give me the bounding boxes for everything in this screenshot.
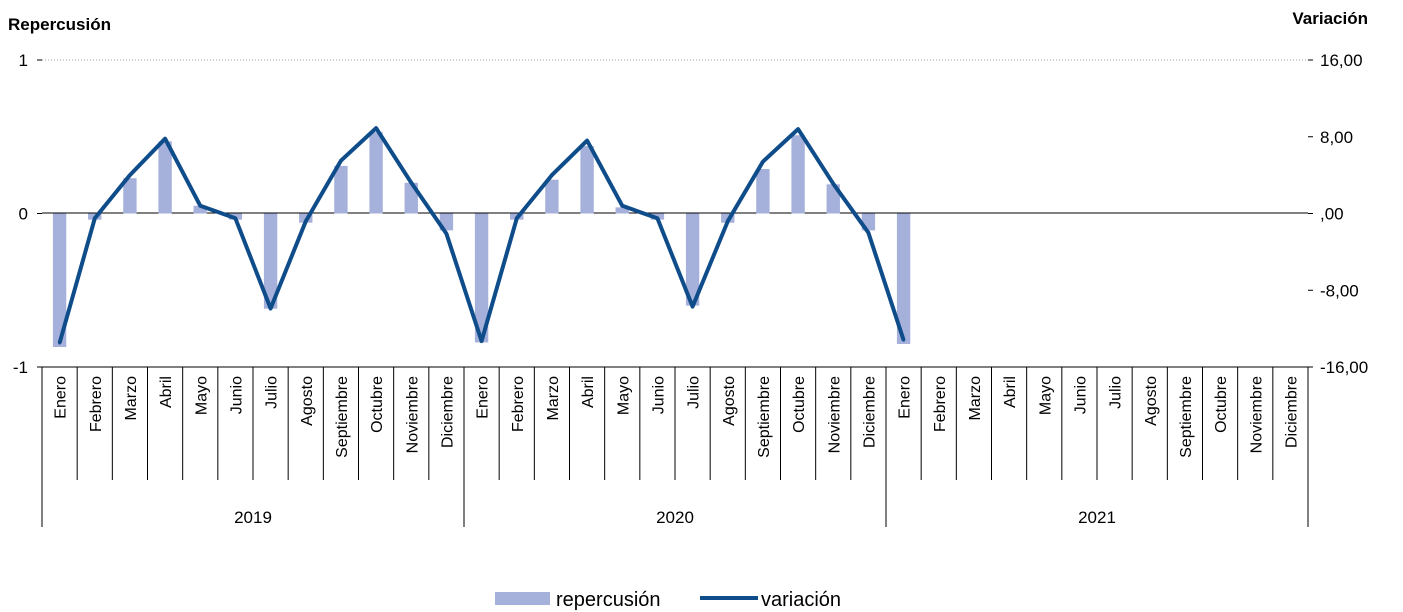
month-label: Abril [580,376,597,408]
legend-bar-swatch [495,592,550,605]
variacion-point [831,182,835,186]
month-label: Julio [686,376,703,409]
variacion-point [198,204,202,208]
variacion-point [409,181,413,185]
repercusion-bar [263,213,278,309]
month-label: Abril [158,376,175,408]
month-label: Noviembre [404,376,421,453]
repercusion-bar [123,178,137,214]
variacion-point [480,339,484,343]
left-axis-ticks: 1 0 -1 [13,51,42,377]
month-label: Agosto [299,376,316,426]
variacion-point [128,173,132,177]
variacion-point [374,126,378,130]
year-label: 2021 [1078,508,1116,527]
repercusion-bar [193,205,207,214]
variacion-point [655,216,659,220]
right-tick-label: 8,00 [1320,128,1353,147]
variacion-point [269,306,273,310]
variacion-point [726,219,730,223]
month-label: Agosto [721,376,738,426]
month-label: Noviembre [826,376,843,453]
legend-line-label: variación [761,589,841,611]
variacion-point [304,219,308,223]
right-axis-ticks: 16,00 8,00 ,00 -8,00 -16,00 [1308,51,1368,377]
repercusion-bar [334,165,348,214]
variacion-point [233,216,237,220]
variacion-point [339,159,343,163]
repercusion-bar [474,213,489,343]
month-label: Abril [1002,376,1019,408]
month-label: Febrero [88,376,105,432]
month-label: Febrero [932,376,949,432]
year-label: 2020 [656,508,694,527]
left-tick-label: 0 [19,205,28,224]
month-label: Noviembre [1248,376,1265,453]
year-label: 2019 [234,508,272,527]
variacion-point [585,139,589,143]
repercusion-bar [756,168,770,214]
month-label: Septiembre [1178,376,1195,458]
month-label: Febrero [510,376,527,432]
month-label: Junio [1072,376,1089,414]
month-label: Diciembre [1283,376,1300,448]
month-label: Diciembre [439,376,456,448]
month-label: Septiembre [756,376,773,458]
month-label: Junio [228,376,245,414]
month-label: Mayo [193,376,210,415]
month-label: Octubre [1213,376,1230,433]
month-label: Diciembre [861,376,878,448]
month-label: Agosto [1143,376,1160,426]
repercusion-bar [685,213,700,306]
repercusion-bar [545,179,559,214]
variacion-point [902,338,906,342]
right-tick-label: ,00 [1320,205,1344,224]
variacion-point [866,231,870,235]
left-axis-title: Repercusión [8,15,111,34]
variacion-point [163,137,167,141]
legend-bar-label: repercusión [556,589,661,611]
right-tick-label: -8,00 [1320,281,1359,300]
variacion-point [93,216,97,220]
month-label: Septiembre [334,376,351,458]
month-label: Marzo [123,376,140,421]
right-tick-label: 16,00 [1320,51,1363,70]
right-axis-title: Variación [1292,9,1368,28]
right-tick-label: -16,00 [1320,358,1368,377]
variacion-point [444,232,448,236]
repercusion-bar [615,207,629,214]
left-tick-label: 1 [19,51,28,70]
variacion-point [796,127,800,131]
month-label: Julio [264,376,281,409]
month-label: Enero [53,376,70,419]
month-label: Enero [897,376,914,419]
bar-series [52,132,911,348]
repercusion-bar [791,135,805,214]
repercusion-bar [158,141,172,214]
variacion-point [691,305,695,309]
repercusion-bar [369,132,383,214]
repercusion-bar [896,213,911,344]
left-tick-label: -1 [13,358,28,377]
variacion-point [620,204,624,208]
line-series [57,126,906,345]
month-label: Marzo [545,376,562,421]
repercusion-bar [52,213,67,348]
variacion-point [58,341,62,345]
month-label: Octubre [791,376,808,433]
variacion-point [550,173,554,177]
month-label: Marzo [967,376,984,421]
repercusion-bar [580,145,594,214]
month-label: Julio [1108,376,1125,409]
x-axis: Enero Febrero Marzo Abril Mayo Junio Julio Agos… [41,367,1309,527]
month-label: Mayo [615,376,632,415]
month-label: Mayo [1037,376,1054,415]
month-label: Octubre [369,376,386,433]
variacion-point [761,160,765,164]
variacion-point [515,216,519,220]
month-label: Junio [650,376,667,414]
legend: repercusión variación [495,589,841,611]
month-label: Enero [475,376,492,419]
